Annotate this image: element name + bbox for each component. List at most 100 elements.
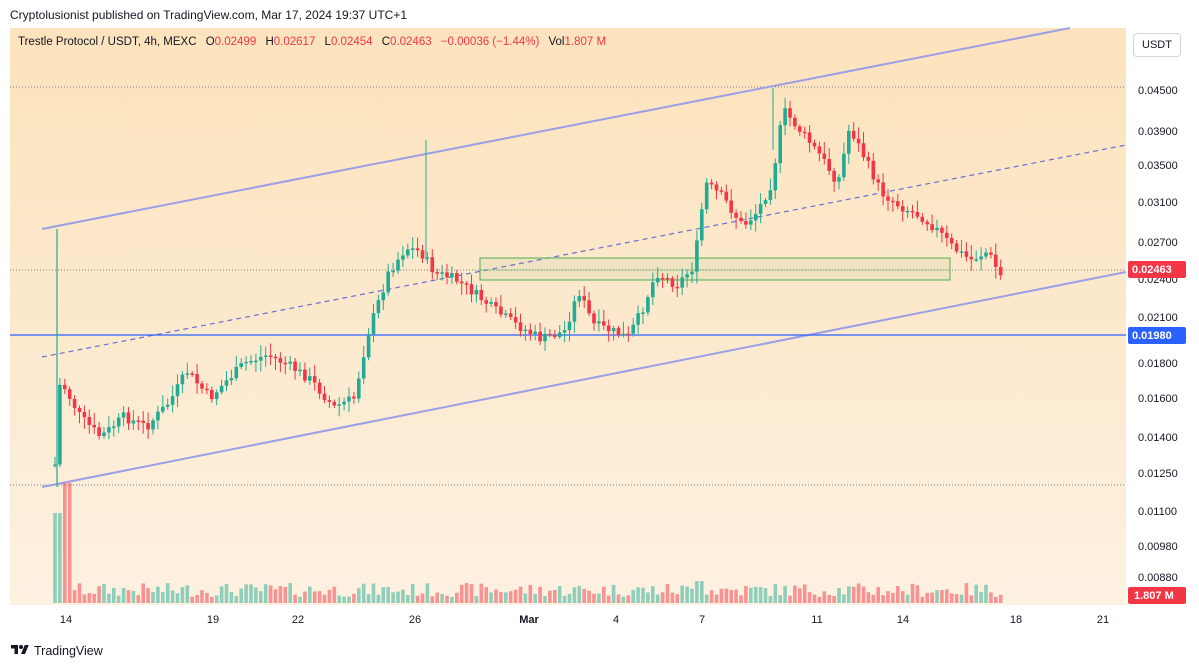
legend-volume: 1.807 M: [564, 36, 607, 48]
candle-body-50: [298, 369, 302, 372]
volume-bar-179: [930, 592, 934, 603]
candle-body-7: [87, 417, 92, 425]
volume-bar-101: [548, 590, 552, 603]
volume-bar-164: [856, 583, 861, 603]
candle-body-40: [249, 361, 253, 363]
time-tick-label-2: 22: [292, 614, 304, 626]
volume-bar-147: [773, 584, 778, 603]
volume-bar-33: [214, 595, 219, 603]
tradingview-logo-icon[interactable]: [10, 643, 30, 657]
currency-button[interactable]: USDT: [1133, 33, 1181, 57]
legend-high: 0.02617: [273, 36, 316, 48]
candle-body-126: [670, 278, 675, 287]
volume-bar-191: [989, 592, 993, 603]
candle-body-154: [807, 132, 812, 143]
candle-body-153: [802, 131, 807, 134]
volume-bar-138: [729, 589, 733, 603]
price-tick-label-0: 0.04500: [1138, 85, 1178, 97]
candle-body-8: [92, 424, 96, 428]
volume-bar-108: [582, 588, 586, 603]
candle-body-53: [312, 376, 317, 383]
candle-body-160: [837, 177, 841, 182]
price-tick-label-10: 0.01250: [1138, 468, 1178, 480]
volume-bar-16: [131, 590, 136, 603]
candle-body-138: [729, 200, 733, 213]
candle-body-158: [827, 158, 831, 171]
candle-body-157: [822, 153, 827, 159]
candle-body-9: [97, 427, 101, 437]
volume-bar-102: [553, 590, 557, 603]
legend-symbol: Trestle Protocol / USDT, 4h, MEXC: [18, 36, 197, 48]
candle-body-72: [406, 249, 410, 256]
time-tick-label-3: 26: [409, 614, 421, 626]
volume-bar-128: [680, 585, 684, 603]
chart-area[interactable]: [10, 28, 1126, 605]
volume-bar-90: [494, 589, 498, 603]
support-price-label: 0.01980: [1132, 330, 1172, 342]
volume-bar-21: [156, 586, 160, 603]
candle-body-84: [464, 283, 469, 285]
volume-bar-155: [812, 594, 817, 603]
time-tick-label-6: 7: [699, 614, 705, 626]
candle-body-52: [308, 376, 312, 381]
candle-body-141: [744, 221, 748, 225]
tradingview-brand[interactable]: TradingView: [34, 644, 103, 658]
legend-low-label: L: [324, 36, 331, 48]
volume-bar-141: [744, 585, 748, 603]
volume-bar-84: [464, 583, 469, 603]
candle-body-83: [459, 281, 464, 284]
candle-body-77: [430, 257, 435, 273]
candle-body-119: [636, 313, 640, 325]
volume-bar-96: [523, 593, 528, 603]
volume-tag: [1128, 587, 1186, 604]
candle-body-88: [484, 300, 488, 304]
volume-bar-25: [175, 593, 180, 603]
volume-bar-14: [121, 587, 126, 603]
candle-body-62: [357, 378, 361, 399]
candle-body-184: [954, 243, 959, 252]
volume-bar-92: [504, 592, 508, 603]
volume-bar-36: [229, 591, 234, 603]
volume-bar-184: [954, 594, 959, 603]
price-tick-label-8: 0.01600: [1138, 393, 1178, 405]
volume-bar-1: [58, 513, 62, 603]
candle-body-33: [214, 392, 219, 400]
volume-bar-51: [303, 591, 307, 603]
volume-bar-71: [401, 589, 405, 603]
volume-bar-88: [484, 587, 488, 603]
volume-bar-97: [528, 584, 533, 603]
symbol-legend: Trestle Protocol / USDT, 4h, MEXC O0.024…: [18, 36, 606, 48]
last-price-label: 0.02463: [1132, 264, 1172, 276]
candle-body-69: [391, 270, 395, 273]
volume-bar-145: [763, 588, 768, 603]
volume-bar-180: [935, 590, 939, 603]
volume-bar-32: [210, 596, 214, 603]
candle-body-102: [553, 335, 557, 337]
volume-bar-86: [474, 596, 479, 603]
candle-body-187: [969, 256, 974, 260]
candle-body-175: [910, 210, 915, 213]
volume-bar-34: [219, 586, 224, 603]
price-scale[interactable]: [1126, 28, 1199, 605]
volume-bar-105: [567, 593, 572, 603]
volume-bar-93: [508, 591, 513, 603]
candle-body-56: [327, 400, 332, 402]
legend-open-label: O: [205, 36, 215, 48]
candle-body-17: [136, 420, 141, 422]
volume-bar-54: [317, 591, 322, 603]
volume-bar-174: [905, 594, 910, 603]
time-scale[interactable]: [10, 605, 1126, 630]
legend-high-label: H: [265, 36, 274, 48]
candle-body-142: [749, 220, 753, 225]
volume-bar-10: [102, 584, 106, 603]
volume-bar-40: [249, 584, 253, 603]
price-tick-label-6: 0.02100: [1138, 312, 1178, 324]
candle-body-3: [67, 389, 72, 399]
volume-bar-171: [891, 592, 895, 603]
candle-body-171: [891, 200, 895, 203]
volume-bar-158: [827, 594, 831, 603]
candle-body-185: [959, 251, 964, 253]
legend-open: 0.02499: [214, 36, 257, 48]
candle-body-123: [655, 277, 660, 283]
